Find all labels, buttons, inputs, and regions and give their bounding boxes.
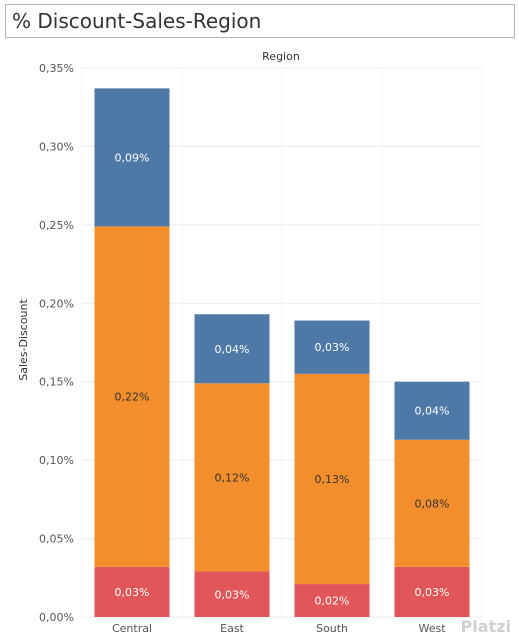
bar-segment-central-2[interactable] [94,88,170,227]
x-tick-label-east: East [220,622,244,635]
data-label: 0,09% [115,151,150,164]
data-label: 0,03% [115,586,150,599]
y-tick-label: 0,10% [39,454,74,467]
bar-segment-west-1[interactable] [394,439,470,567]
y-tick-label: 0,30% [39,140,74,153]
bar-segment-south-1[interactable] [294,373,370,585]
y-axis-ticks: 0,00% 0,05% 0,10% 0,15% 0,20% 0,25% 0,30% 0,35% [39,62,74,624]
data-label: 0,03% [415,586,450,599]
y-tick-label: 0,00% [39,611,74,624]
data-label: 0,02% [315,595,350,608]
data-label: 0,22% [115,391,150,404]
y-tick-label: 0,05% [39,533,74,546]
platzi-watermark: Platzi [460,617,511,636]
y-tick-label: 0,20% [39,297,74,310]
column-header: Region [262,50,300,63]
data-label: 0,04% [415,405,450,418]
bar-segment-central-1[interactable] [94,226,170,567]
y-tick-label: 0,15% [39,376,74,389]
data-labels: 0,03% 0,22% 0,09% 0,03% 0,12% 0,04% 0,02% 0,13%… [115,151,450,607]
data-label: 0,13% [315,473,350,486]
bar-segment-west-0[interactable] [394,566,470,617]
bar-segment-west-2[interactable] [394,381,470,440]
bar-segment-east-2[interactable] [194,314,270,384]
bar-segment-east-1[interactable] [194,383,270,572]
x-axis-ticks: Central East South West [112,622,446,635]
bar-segment-central-0[interactable] [94,566,170,617]
data-label: 0,04% [215,343,250,356]
x-tick-label-central: Central [112,622,152,635]
y-tick-label: 0,35% [39,62,74,75]
bar-segment-south-2[interactable] [294,320,370,374]
bar-segment-east-0[interactable] [194,571,270,617]
data-label: 0,03% [315,341,350,354]
page-title: % Discount-Sales-Region [5,4,515,38]
x-tick-label-south: South [316,622,348,635]
y-axis-title: Sales-Discount [17,299,30,381]
y-tick-label: 0,25% [39,219,74,232]
x-tick-label-west: West [418,622,446,635]
bars [94,88,470,617]
data-label: 0,03% [215,588,250,601]
bar-segment-south-0[interactable] [294,584,370,617]
data-label: 0,08% [415,497,450,510]
data-label: 0,12% [215,471,250,484]
